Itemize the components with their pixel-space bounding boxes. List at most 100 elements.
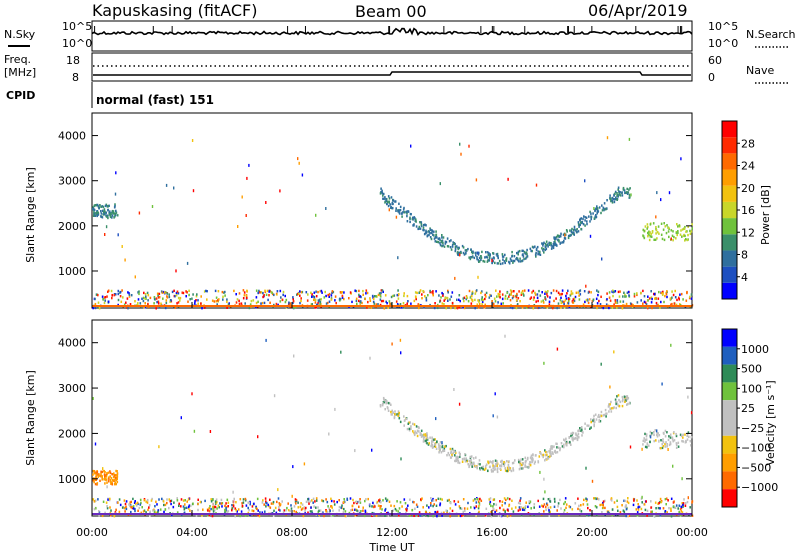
scatter-point bbox=[480, 255, 482, 258]
scatter-point bbox=[617, 509, 619, 512]
scatter-point bbox=[200, 295, 202, 298]
noise-tick-top-right: 10^5 bbox=[708, 20, 738, 33]
scatter-point bbox=[522, 462, 525, 465]
scatter-point bbox=[255, 289, 258, 292]
scatter-point bbox=[542, 455, 544, 459]
scatter-point bbox=[627, 191, 630, 194]
scatter-point bbox=[471, 250, 473, 253]
scatter-point bbox=[499, 500, 501, 503]
scatter-point bbox=[619, 400, 622, 404]
scatter-point bbox=[381, 402, 384, 406]
scatter-point bbox=[287, 509, 290, 512]
scatter-point bbox=[489, 460, 492, 463]
scatter-point bbox=[126, 297, 129, 300]
scatter-point bbox=[477, 500, 480, 503]
scatter-point bbox=[598, 299, 600, 303]
scatter-point bbox=[387, 401, 390, 405]
scatter-point bbox=[313, 298, 315, 301]
scatter-point bbox=[511, 296, 514, 300]
scatter-point bbox=[403, 415, 405, 418]
scatter-point bbox=[676, 223, 678, 226]
scatter-point bbox=[537, 299, 539, 303]
scatter-point bbox=[467, 300, 470, 303]
scatter-point bbox=[355, 500, 358, 503]
scatter-point bbox=[432, 497, 434, 501]
scatter-point bbox=[358, 289, 360, 293]
scatter-point bbox=[403, 206, 405, 210]
scatter-point bbox=[468, 465, 470, 469]
scatter-point bbox=[479, 497, 481, 501]
scatter-point bbox=[107, 498, 109, 501]
scatter-point bbox=[428, 442, 430, 445]
scatter-point bbox=[502, 258, 504, 261]
scatter-point bbox=[458, 402, 461, 406]
scatter-point bbox=[447, 451, 450, 455]
scatter-point bbox=[236, 510, 238, 513]
scatter-point bbox=[278, 502, 281, 505]
scatter-point bbox=[593, 217, 596, 220]
scatter-point bbox=[410, 302, 412, 305]
scatter-point bbox=[413, 223, 415, 226]
scatter-point bbox=[100, 212, 103, 215]
scatter-point bbox=[519, 260, 522, 263]
scatter-point bbox=[492, 467, 494, 470]
scatter-point bbox=[465, 295, 468, 298]
scatter-point bbox=[158, 306, 161, 309]
scatter-point bbox=[212, 508, 214, 511]
scatter-point bbox=[474, 306, 476, 310]
scatter-point bbox=[475, 505, 478, 508]
scatter-point bbox=[503, 462, 505, 466]
scatter-point bbox=[454, 276, 456, 280]
scatter-point bbox=[664, 442, 666, 446]
scatter-point bbox=[402, 208, 405, 211]
scatter-point bbox=[512, 259, 515, 263]
scatter-point bbox=[563, 239, 565, 243]
scatter-point bbox=[194, 300, 196, 303]
scatter-point bbox=[515, 257, 517, 261]
scatter-point bbox=[364, 509, 367, 512]
scatter-point bbox=[342, 510, 345, 514]
scatter-point bbox=[441, 236, 443, 239]
scatter-point bbox=[441, 514, 443, 517]
scatter-point bbox=[455, 245, 458, 248]
scatter-point bbox=[116, 475, 119, 479]
scatter-point bbox=[574, 295, 577, 299]
scatter-point bbox=[594, 413, 597, 416]
scatter-point bbox=[618, 193, 621, 196]
scatter-point bbox=[171, 290, 174, 294]
scatter-point bbox=[125, 500, 128, 503]
scatter-point bbox=[419, 514, 422, 517]
scatter-point bbox=[663, 222, 665, 225]
scatter-point bbox=[491, 261, 493, 265]
scatter-point bbox=[266, 289, 269, 293]
scatter-point bbox=[686, 500, 689, 504]
scatter-point bbox=[677, 231, 679, 234]
scatter-point bbox=[690, 411, 693, 415]
scatter-point bbox=[269, 498, 271, 501]
scatter-point bbox=[103, 208, 106, 211]
scatter-point bbox=[432, 290, 434, 293]
scatter-point bbox=[173, 501, 175, 504]
scatter-point bbox=[655, 215, 657, 219]
scatter-point bbox=[494, 510, 496, 514]
scatter-point bbox=[494, 300, 497, 303]
scatter-point bbox=[92, 214, 95, 217]
scatter-point bbox=[269, 506, 272, 509]
scatter-point bbox=[525, 465, 528, 469]
scatter-point bbox=[212, 510, 215, 513]
scatter-point bbox=[107, 300, 110, 303]
scatter-point bbox=[386, 302, 388, 305]
scatter-point bbox=[509, 467, 512, 470]
scatter-point bbox=[508, 460, 510, 463]
scatter-point bbox=[124, 258, 126, 262]
scatter-point bbox=[535, 251, 537, 255]
scatter-point bbox=[505, 257, 508, 260]
colorbar-swatch bbox=[722, 489, 737, 507]
scatter-point bbox=[616, 505, 619, 509]
scatter-point bbox=[691, 227, 693, 230]
scatter-point bbox=[478, 505, 480, 508]
scatter-point bbox=[553, 505, 556, 508]
scatter-point bbox=[309, 510, 312, 513]
scatter-point bbox=[103, 210, 105, 214]
scatter-point bbox=[155, 297, 158, 300]
